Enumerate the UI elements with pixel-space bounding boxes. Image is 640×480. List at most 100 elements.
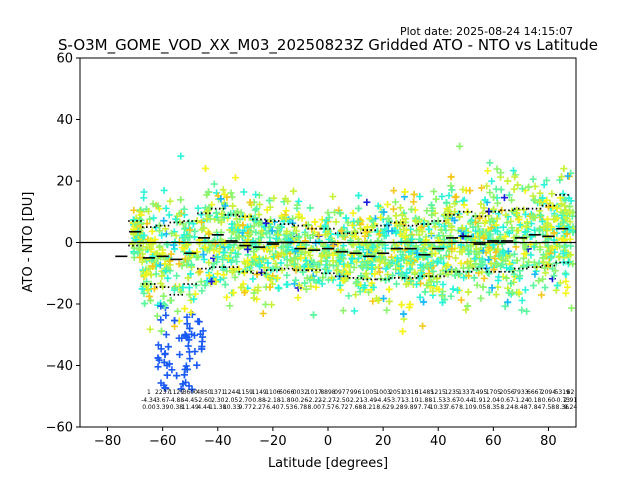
- scatter-point: [234, 226, 242, 234]
- scatter-point: [200, 224, 208, 232]
- scatter-point: [196, 268, 204, 276]
- scatter-point: [175, 260, 183, 268]
- scatter-point: [261, 300, 269, 308]
- scatter-point: [221, 190, 229, 198]
- scatter-point: [141, 300, 149, 308]
- scatter-point: [456, 142, 464, 150]
- scatter-point: [493, 261, 501, 269]
- scatter-point: [160, 217, 168, 225]
- bin-stat-count: 3600: [183, 389, 198, 396]
- scatter-point: [550, 215, 558, 223]
- scatter-point: [518, 296, 526, 304]
- scatter-point: [482, 264, 490, 272]
- scatter-point: [396, 222, 404, 230]
- scatter-point: [268, 227, 276, 235]
- scatter-point: [179, 220, 187, 228]
- scatter-point: [375, 296, 383, 304]
- scatter-point: [324, 230, 332, 238]
- scatter-point: [168, 366, 176, 374]
- scatter-point: [457, 259, 465, 267]
- scatter-point: [531, 182, 539, 190]
- bin-stat-mean: -1.80: [279, 397, 295, 404]
- scatter-point: [376, 256, 384, 264]
- scatter-point: [148, 227, 156, 235]
- scatter-point: [425, 225, 433, 233]
- scatter-point: [269, 265, 277, 273]
- scatter-point: [529, 212, 537, 220]
- scatter-point: [349, 209, 357, 217]
- bin-stat-mean: -4.88: [169, 397, 185, 404]
- scatter-point: [568, 304, 576, 312]
- scatter-point: [555, 253, 563, 261]
- scatter-point: [524, 258, 532, 266]
- scatter-point: [507, 217, 515, 225]
- scatter-point: [355, 204, 363, 212]
- scatter-point: [455, 213, 463, 221]
- scatter-point: [382, 265, 390, 273]
- scatter-point: [451, 271, 459, 279]
- scatter-point: [237, 209, 245, 217]
- bin-stat-count: 51485: [415, 389, 434, 396]
- scatter-point: [251, 206, 259, 214]
- scatter-point: [562, 289, 570, 297]
- scatter-point: [161, 225, 169, 233]
- scatter-point: [398, 301, 406, 309]
- scatter-point: [566, 235, 574, 243]
- x-tick-label: 40: [430, 434, 447, 449]
- scatter-point: [345, 292, 353, 300]
- scatter-point: [479, 209, 487, 217]
- scatter-point: [428, 249, 436, 257]
- scatter-point: [230, 267, 238, 275]
- scatter-point: [485, 270, 493, 278]
- bin-stat-std: 4.44: [197, 404, 211, 411]
- scatter-point: [488, 224, 496, 232]
- scatter-point: [418, 228, 426, 236]
- scatter-point: [493, 215, 501, 223]
- scatter-point: [518, 185, 526, 193]
- scatter-point: [130, 206, 138, 214]
- scatter-point: [263, 206, 271, 214]
- scatter-point: [362, 269, 370, 277]
- scatter-point: [539, 254, 547, 262]
- scatter-point: [417, 279, 425, 287]
- scatter-point: [369, 217, 377, 225]
- bin-stat-count: 0310: [403, 389, 418, 396]
- scatter-point: [405, 248, 413, 256]
- scatter-point: [301, 237, 309, 245]
- scatter-point: [552, 286, 560, 294]
- scatter-point: [238, 283, 246, 291]
- scatter-point: [295, 281, 303, 289]
- scatter-point: [154, 341, 162, 349]
- scatter-point: [166, 257, 174, 265]
- scatter-point: [352, 291, 360, 299]
- scatter-point: [289, 187, 297, 195]
- scatter-point: [435, 285, 443, 293]
- scatter-point: [521, 228, 529, 236]
- scatter-point: [444, 216, 452, 224]
- bin-stat-std: 0.38: [170, 404, 184, 411]
- scatter-point: [162, 311, 170, 319]
- scatter-point: [355, 192, 363, 200]
- scatter-point: [469, 223, 477, 231]
- bin-stat-count: 8898: [320, 389, 335, 396]
- scatter-point: [258, 227, 266, 235]
- scatter-point: [353, 248, 361, 256]
- scatter-point: [307, 282, 315, 290]
- scatter-point: [492, 248, 500, 256]
- scatter-point: [152, 270, 160, 278]
- scatter-point: [193, 361, 201, 369]
- scatter-point: [214, 253, 222, 261]
- scatter-point: [322, 216, 330, 224]
- scatter-point: [167, 250, 175, 258]
- scatter-point: [536, 198, 544, 206]
- scatter-point: [429, 287, 437, 295]
- x-tick-label: −20: [259, 434, 286, 449]
- scatter-point: [292, 276, 300, 284]
- scatter-point: [157, 302, 165, 310]
- scatter-point: [356, 288, 364, 296]
- scatter-point: [229, 202, 237, 210]
- scatter-point: [510, 185, 518, 193]
- scatter-point: [156, 242, 164, 250]
- scatter-point: [164, 274, 172, 282]
- scatter-point: [500, 194, 508, 202]
